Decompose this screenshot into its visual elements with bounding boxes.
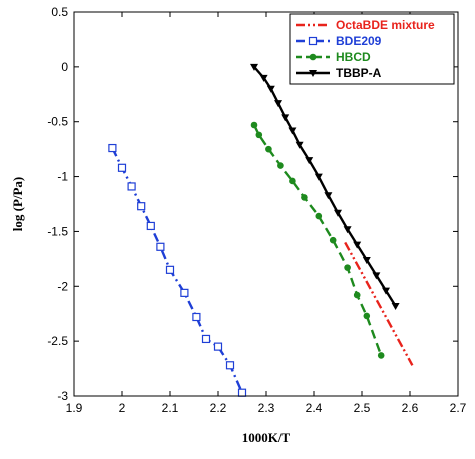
legend-item-octabde-mixture: OctaBDE mixture: [296, 18, 435, 32]
x-tick-label: 2.5: [354, 401, 371, 415]
legend-marker: [309, 53, 317, 61]
y-tick-label: -1.5: [47, 224, 68, 238]
y-axis-title: log (P/Pa): [10, 177, 25, 232]
x-tick-label: 2.1: [162, 401, 179, 415]
data-point-bde209: [127, 182, 136, 191]
y-tick-label: -0.5: [47, 115, 68, 129]
x-tick-label: 1.9: [66, 401, 83, 415]
series-line-hbcd: [252, 124, 383, 356]
data-point-tbbp-a: [266, 85, 275, 93]
series-tbbp-a: [250, 63, 400, 311]
data-point-tbbp-a: [334, 209, 342, 217]
x-tick-label: 2: [119, 401, 126, 415]
x-tick-label: 2.4: [306, 401, 323, 415]
y-tick-label: 0.5: [51, 5, 68, 19]
data-point-hbcd: [315, 212, 323, 220]
data-point-hbcd: [301, 194, 308, 201]
data-point-bde209: [213, 342, 223, 351]
data-point-bde209: [137, 202, 146, 211]
data-point-hbcd: [344, 264, 351, 271]
series-line-octabde-mixture: [344, 241, 414, 366]
data-point-tbbp-a: [362, 256, 371, 264]
data-point-hbcd: [250, 121, 258, 129]
series-bde209: [108, 143, 247, 397]
x-axis-title: 1000K/T: [242, 430, 291, 445]
data-point-bde209: [237, 388, 247, 397]
series-octabde-mixture: [344, 241, 414, 366]
y-tick-label: -1: [57, 170, 68, 184]
y-tick-label: -2: [57, 279, 68, 293]
data-point-bde209: [117, 163, 127, 172]
axes: 1.9 2 2.1 2.2 2.3 2.4 2.5 2.6 2.7 0.5 0 -0.5 -1 -1.5 -…: [47, 5, 466, 415]
data-point-tbbp-a: [343, 226, 352, 234]
plot-area: [108, 63, 414, 397]
x-tick-label: 2.7: [450, 401, 467, 415]
data-point-hbcd: [363, 312, 371, 320]
y-tick-label: -2.5: [47, 334, 68, 348]
data-point-bde209: [201, 334, 211, 344]
data-point-tbbp-a: [250, 63, 258, 71]
data-point-tbbp-a: [274, 100, 282, 108]
data-point-tbbp-a: [372, 272, 381, 280]
data-point-bde209: [146, 221, 155, 231]
y-tick-label: 0: [61, 60, 68, 74]
x-tick-label: 2.3: [258, 401, 275, 415]
data-point-tbbp-a: [305, 157, 314, 165]
data-point-bde209: [156, 242, 165, 251]
data-point-bde209: [180, 288, 189, 297]
legend-item-tbbp-a: TBBP-A: [296, 66, 382, 80]
data-point-hbcd: [353, 291, 361, 299]
data-point-hbcd: [329, 236, 337, 244]
series-hbcd: [250, 121, 385, 359]
data-point-tbbp-a: [295, 141, 304, 149]
data-point-hbcd: [255, 131, 263, 139]
data-point-tbbp-a: [353, 241, 362, 249]
data-point-tbbp-a: [281, 114, 290, 122]
legend-label: HBCD: [336, 50, 371, 64]
data-point-tbbp-a: [259, 74, 268, 82]
data-point-hbcd: [289, 177, 296, 185]
data-point-bde209: [192, 312, 201, 322]
data-point-tbbp-a: [288, 127, 297, 135]
data-point-bde209: [165, 265, 175, 274]
data-point-tbbp-a: [391, 303, 400, 311]
series-line-tbbp-a: [253, 66, 397, 307]
data-point-tbbp-a: [382, 287, 390, 295]
legend-marker: [308, 36, 318, 46]
x-tick-label: 2.6: [402, 401, 419, 415]
legend-marker: [309, 70, 317, 77]
legend-item-bde209: BDE209: [296, 34, 382, 48]
legend-label: OctaBDE mixture: [336, 18, 435, 32]
legend-label: TBBP-A: [336, 66, 382, 80]
data-point-hbcd: [377, 352, 385, 359]
y-tick-label: -3: [57, 389, 68, 403]
data-point-tbbp-a: [324, 192, 333, 200]
data-point-bde209: [108, 143, 117, 153]
legend: OctaBDE mixture BDE209 HBCD TBBP-A: [289, 13, 455, 85]
data-point-hbcd: [265, 145, 272, 153]
legend-item-hbcd: HBCD: [296, 50, 371, 64]
legend-label: BDE209: [336, 34, 382, 48]
x-tick-label: 2.2: [210, 401, 227, 415]
data-point-tbbp-a: [314, 173, 323, 181]
data-point-hbcd: [277, 162, 284, 169]
data-point-bde209: [225, 361, 235, 370]
